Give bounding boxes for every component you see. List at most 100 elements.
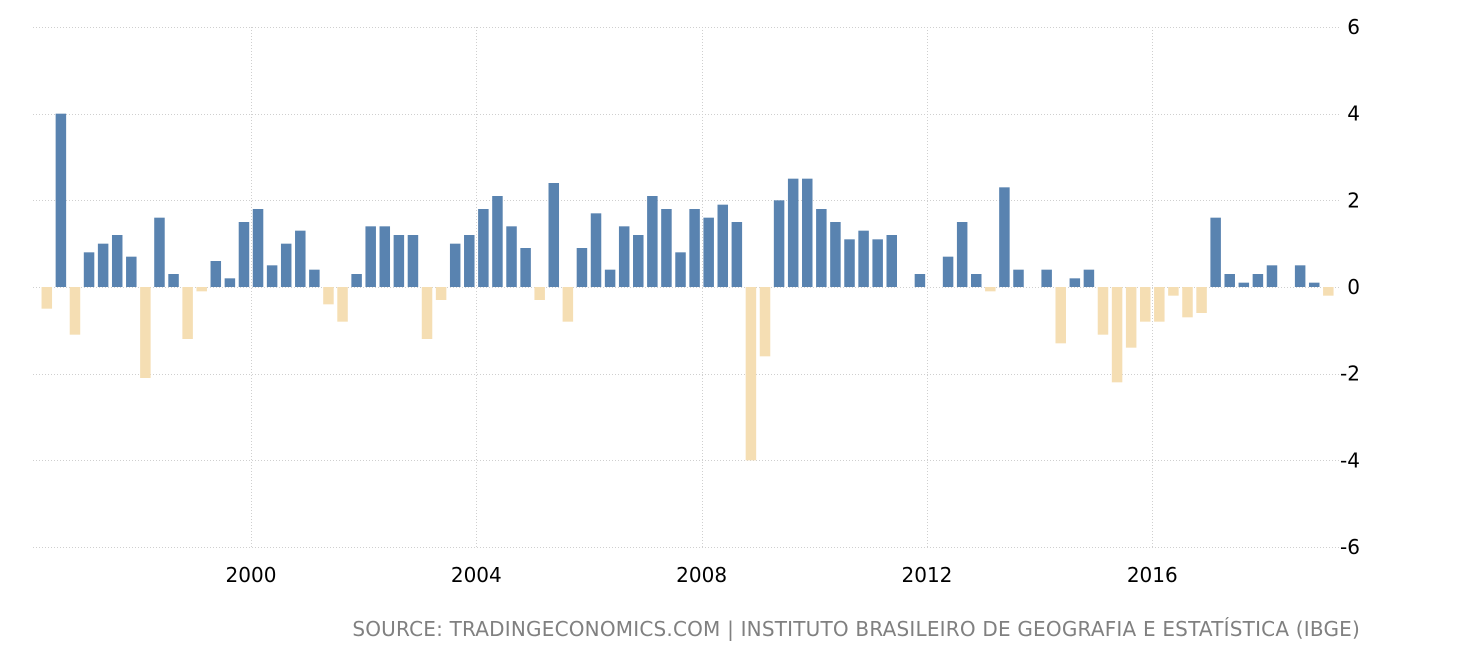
bar [337,287,348,322]
bar [717,204,729,287]
bar [872,239,883,287]
bar [844,239,855,287]
bar [576,248,588,287]
bar [97,243,109,287]
x-tick-label: 2004 [451,563,502,587]
bar [675,252,686,287]
bar [506,226,517,287]
bar [942,256,954,287]
bar [1224,274,1235,287]
bar [1210,217,1221,287]
bar [140,287,151,378]
bar [731,222,743,287]
bar [548,183,560,287]
bar [633,235,644,287]
y-tick-label: -4 [1340,448,1360,472]
bar [111,235,123,287]
bar [196,287,207,292]
bar [618,226,630,287]
bar [1013,269,1024,287]
bar [1323,287,1334,296]
bar [647,196,658,287]
y-tick-label: 4 [1347,102,1360,126]
bar [520,248,531,287]
bar [1111,287,1123,383]
bar [914,274,926,287]
bar [1154,287,1165,322]
bar [562,287,574,322]
bar [421,287,433,339]
bars [41,113,1334,461]
bar [956,222,968,287]
bar [55,113,67,287]
bar [449,243,461,287]
bar [886,235,897,287]
bar [1083,269,1095,287]
bar [759,287,771,357]
bar [1196,287,1207,313]
bar [41,287,53,309]
bar [126,256,137,287]
bar [266,265,278,287]
bar [787,178,799,287]
bar [1182,287,1193,318]
bar [252,209,264,287]
x-axis-ticks: 2000 2004 2008 2012 2016 [226,563,1178,587]
bar [703,217,714,287]
bar [478,209,489,287]
bar [1069,278,1081,287]
bar [985,287,996,292]
source-caption: SOURCE: TRADINGECONOMICS.COM | INSTITUTO… [352,617,1360,641]
bar [224,278,236,287]
x-tick-label: 2016 [1127,563,1178,587]
bar [309,269,320,287]
bar [604,269,616,287]
bar [661,209,672,287]
bar [182,287,193,339]
bar [280,243,292,287]
bar [323,287,334,305]
bar [238,222,250,287]
bar [464,235,475,287]
bar [1308,282,1320,287]
bar [168,274,179,287]
bar [1125,287,1137,348]
bar [689,209,700,287]
bar [83,252,95,287]
bar [1055,287,1066,344]
bar [1139,287,1151,322]
y-tick-label: 6 [1347,15,1360,39]
bar [492,196,503,287]
bar [1041,269,1052,287]
bar [745,287,757,461]
bar [393,235,405,287]
bar [210,261,222,287]
bar [1294,265,1306,287]
y-tick-label: 2 [1347,188,1360,212]
bar [971,274,982,287]
bar [802,178,813,287]
y-tick-label: 0 [1347,275,1360,299]
bar [435,287,447,300]
bar [1168,287,1179,296]
x-tick-label: 2008 [676,563,727,587]
bar [816,209,827,287]
bar [773,200,785,287]
bar [1097,287,1109,335]
bar [365,226,376,287]
bar [1252,274,1264,287]
bar [1238,282,1250,287]
bar [351,274,362,287]
bar [295,230,306,287]
x-tick-label: 2000 [226,563,277,587]
bar [858,230,869,287]
bar [1266,265,1278,287]
bar [830,222,841,287]
bar [999,187,1010,287]
y-tick-label: -2 [1340,362,1360,386]
bar [69,287,81,335]
bar [590,213,602,287]
bar [379,226,391,287]
y-axis-ticks: 6 4 2 0 -2 -4 -6 [1340,15,1360,559]
